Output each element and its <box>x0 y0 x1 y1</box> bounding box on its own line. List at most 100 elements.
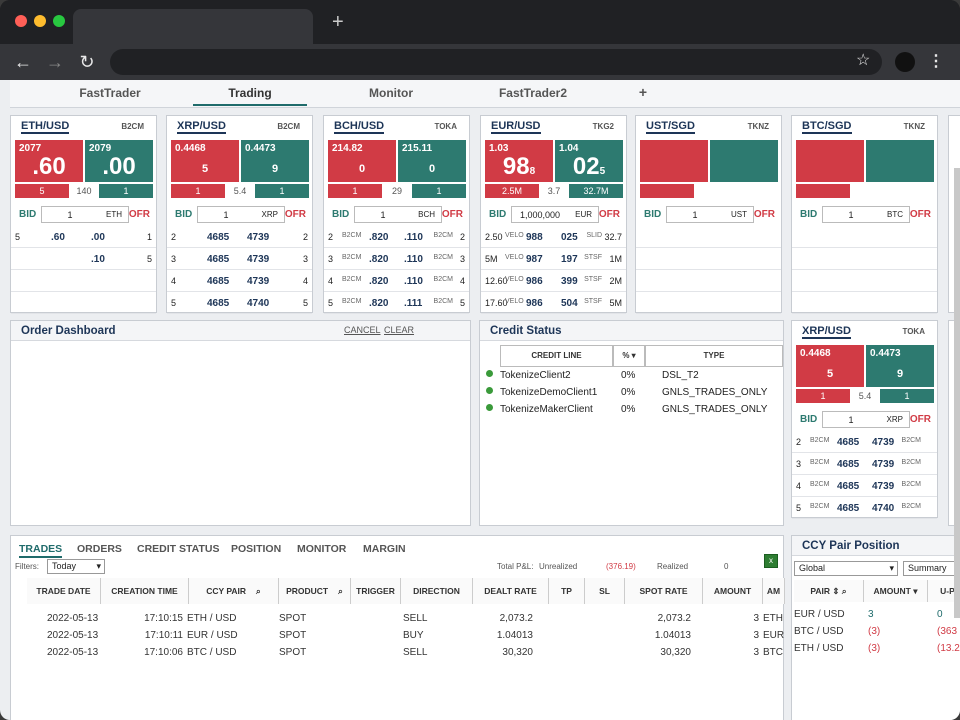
new-tab-button[interactable]: + <box>332 11 344 33</box>
price-tile-eur-usd[interactable]: EUR/USD TKG2 1.03 988 1.04 025 2.5M 3.7 32.7M BID… <box>480 115 627 314</box>
bottom-tab-credit-status[interactable]: CREDIT STATUS <box>137 543 220 555</box>
depth-row[interactable] <box>11 292 156 314</box>
depth-row[interactable] <box>636 248 781 270</box>
offer-price-button[interactable] <box>866 140 934 182</box>
position-row[interactable]: ETH / USD (3) (13.2 <box>792 640 960 657</box>
price-tile-eth-usd[interactable]: ETH/USD B2CM 2077.60 2079.00 5 140 1 BID 1 ETH OFR… <box>10 115 157 314</box>
back-icon[interactable]: ← <box>14 52 32 72</box>
pair-header[interactable]: PAIR ⇕ ⌕ <box>794 580 864 602</box>
cancel-link[interactable]: CANCEL <box>344 325 381 335</box>
tile-pair[interactable]: ETH/USD <box>21 120 70 134</box>
add-tab-button[interactable]: + <box>638 84 648 100</box>
type-header[interactable]: TYPE <box>645 345 783 367</box>
bottom-tab-position[interactable]: POSITION <box>231 543 282 555</box>
credit-row[interactable]: TokenizeMakerClient 0% GNLS_TRADES_ONLY <box>480 402 783 419</box>
minimize-window-button[interactable] <box>34 15 46 27</box>
tile-pair[interactable]: BTC/SGD <box>802 120 852 134</box>
depth-row[interactable]: .10 5 <box>11 248 156 270</box>
depth-row[interactable] <box>792 270 937 292</box>
bid-price-button[interactable] <box>640 140 708 182</box>
depth-row[interactable] <box>11 270 156 292</box>
credit-row[interactable]: TokenizeClient2 0% DSL_T2 <box>480 368 783 385</box>
depth-row[interactable]: 2.50 VELO 988 025 SLID 32.7 <box>481 226 626 248</box>
trade-row[interactable]: 2022-05-13 17:10:15 ETH / USD SPOT SELL 2,073… <box>11 610 783 627</box>
column-header[interactable]: SL <box>585 578 625 604</box>
close-window-button[interactable] <box>15 15 27 27</box>
tile-pair[interactable]: XRP/USD <box>177 120 226 134</box>
depth-row[interactable]: 2 B2CM .820 .110 B2CM 2 <box>324 226 469 248</box>
quantity-input[interactable]: 1,000,000 EUR <box>511 206 599 223</box>
filter-select[interactable]: Today ▾ <box>47 559 105 574</box>
depth-row[interactable]: 5 B2CM .820 .111 B2CM 5 <box>324 292 469 314</box>
depth-row[interactable]: 4 B2CM .820 .110 B2CM 4 <box>324 270 469 292</box>
browser-menu-icon[interactable]: ⋮ <box>928 53 944 70</box>
address-bar[interactable] <box>110 49 882 75</box>
bid-price-button[interactable]: 2077.60 <box>15 140 83 182</box>
depth-row[interactable] <box>792 292 937 314</box>
amount-header[interactable]: AMOUNT ▾ <box>864 580 928 602</box>
depth-row[interactable]: 5 4685 4740 5 <box>167 292 312 314</box>
bottom-tab-margin[interactable]: MARGIN <box>363 543 406 555</box>
maximize-window-button[interactable] <box>53 15 65 27</box>
price-tile-btc-sgd[interactable]: BTC/SGD TKNZ BID 1 BTC OFR <box>791 115 938 314</box>
reload-icon[interactable]: ↻ <box>79 52 95 72</box>
trade-row[interactable]: 2022-05-13 17:10:06 BTC / USD SPOT SELL 30,32… <box>11 644 783 661</box>
quantity-input[interactable]: 1 UST <box>666 206 754 223</box>
depth-row[interactable]: 3 B2CM 4685 4739 B2CM <box>792 453 937 475</box>
price-tile-xrp-usd[interactable]: XRP/USD B2CM 0.4468 5 0.4473 9 1 5.4 1 BID 1 XRP OFR… <box>166 115 313 314</box>
price-tile-bch-usd[interactable]: BCH/USD TOKA 214.82 0 215.11 0 1 29 1 BID 1 BCH OFR 2… <box>323 115 470 314</box>
column-header[interactable]: SPOT RATE <box>625 578 703 604</box>
bid-price-button[interactable]: 0.4468 5 <box>171 140 239 182</box>
column-header[interactable]: DEALT RATE <box>473 578 549 604</box>
column-header[interactable]: TRIGGER <box>351 578 401 604</box>
offer-price-button[interactable] <box>710 140 778 182</box>
depth-row[interactable]: 2 B2CM 4685 4739 B2CM <box>792 431 937 453</box>
credit-line-header[interactable]: CREDIT LINE <box>500 345 613 367</box>
trade-row[interactable]: 2022-05-13 17:10:11 EUR / USD SPOT BUY 1.0401… <box>11 627 784 644</box>
forward-icon[interactable]: → <box>46 52 64 72</box>
column-header[interactable]: CREATION TIME <box>101 578 189 604</box>
browser-tab[interactable] <box>73 9 313 44</box>
quantity-input[interactable]: 1 XRP <box>822 411 910 428</box>
depth-row[interactable]: 17.60 VELO 986 504 STSF 5M <box>481 292 626 314</box>
price-tile-xrp-usd[interactable]: XRP/USD TOKA 0.4468 5 0.4473 9 1 5.4 1 BID 1 XRP OFR… <box>791 320 938 519</box>
percent-header[interactable]: % ▾ <box>613 345 645 367</box>
column-header[interactable]: TRADE DATE <box>27 578 101 604</box>
bookmark-star-icon[interactable]: ☆ <box>856 52 871 69</box>
column-header[interactable]: AM <box>763 578 785 604</box>
offer-price-button[interactable]: 2079.00 <box>85 140 153 182</box>
upnl-header[interactable]: U-P <box>928 580 960 602</box>
scrollbar[interactable] <box>954 168 960 618</box>
tile-pair[interactable]: XRP/USD <box>802 325 851 339</box>
depth-row[interactable]: 5 B2CM 4685 4740 B2CM <box>792 497 937 519</box>
tab-fasttrader2[interactable]: FastTrader2 <box>498 86 568 100</box>
bottom-tab-trades[interactable]: TRADES <box>19 543 63 558</box>
bid-price-button[interactable] <box>796 140 864 182</box>
excel-export-icon[interactable]: x <box>764 554 778 568</box>
bid-price-button[interactable]: 214.82 0 <box>328 140 396 182</box>
column-header[interactable]: CCY PAIR ⌕ <box>189 578 279 604</box>
depth-row[interactable] <box>792 226 937 248</box>
clear-link[interactable]: CLEAR <box>384 325 415 335</box>
depth-row[interactable]: 4 4685 4739 4 <box>167 270 312 292</box>
offer-price-button[interactable]: 0.4473 9 <box>866 345 934 387</box>
tile-pair[interactable]: EUR/USD <box>491 120 541 134</box>
depth-row[interactable] <box>792 248 937 270</box>
tab-trading[interactable]: Trading <box>193 86 307 106</box>
column-header[interactable]: AMOUNT <box>703 578 763 604</box>
tab-fasttrader[interactable]: FastTrader <box>79 86 141 100</box>
scope-select[interactable]: Global ▾ <box>794 561 898 576</box>
offer-price-button[interactable]: 215.11 0 <box>398 140 466 182</box>
column-header[interactable]: PRODUCT ⌕ <box>279 578 351 604</box>
depth-row[interactable]: 12.60 VELO 986 399 STSF 2M <box>481 270 626 292</box>
depth-row[interactable] <box>636 292 781 314</box>
tile-pair[interactable]: BCH/USD <box>334 120 385 134</box>
quantity-input[interactable]: 1 BCH <box>354 206 442 223</box>
depth-row[interactable]: 3 4685 4739 3 <box>167 248 312 270</box>
column-header[interactable]: TP <box>549 578 585 604</box>
depth-row[interactable]: 2 4685 4739 2 <box>167 226 312 248</box>
quantity-input[interactable]: 1 ETH <box>41 206 129 223</box>
depth-row[interactable]: 5M VELO 987 197 STSF 1M <box>481 248 626 270</box>
offer-price-button[interactable]: 1.04 025 <box>555 140 623 182</box>
quantity-input[interactable]: 1 BTC <box>822 206 910 223</box>
